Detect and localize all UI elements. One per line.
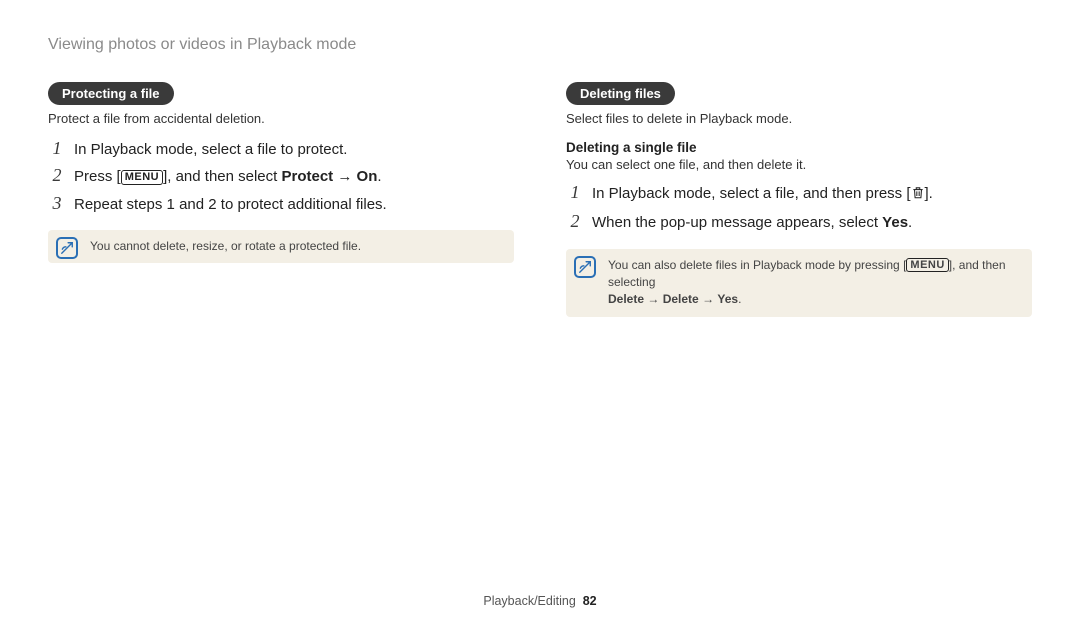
footer-page-number: 82: [583, 594, 597, 608]
protecting-file-heading: Protecting a file: [48, 82, 174, 105]
step2-arrow: →: [333, 168, 356, 185]
delete-step-1: In Playback mode, select a file, and the…: [566, 182, 1032, 207]
menu-button-icon: MENU: [121, 170, 163, 185]
step2-on-bold: On: [357, 168, 378, 185]
del-note-boldA: Delete: [608, 292, 644, 306]
deleting-files-heading: Deleting files: [566, 82, 675, 105]
protect-step-1: In Playback mode, select a file to prote…: [48, 138, 514, 161]
step2-post: .: [377, 168, 381, 185]
left-column: Protecting a file Protect a file from ac…: [48, 82, 514, 317]
step2-protect-bold: Protect: [282, 168, 334, 185]
del-note-pre: You can also delete files in Playback mo…: [608, 258, 906, 272]
trash-icon: [911, 184, 925, 207]
del-note-arrow2: →: [699, 292, 718, 306]
delete-note: You can also delete files in Playback mo…: [566, 249, 1032, 317]
del-step1-post: ].: [925, 185, 933, 202]
protect-step-2: Press [MENU], and then select Protect → …: [48, 165, 514, 188]
del-note-boldB: Delete: [663, 292, 699, 306]
del-note-boldC: Yes: [717, 292, 738, 306]
delete-steps: In Playback mode, select a file, and the…: [566, 182, 1032, 235]
protect-note: You cannot delete, resize, or rotate a p…: [48, 230, 514, 263]
delete-step-2: When the pop-up message appears, select …: [566, 211, 1032, 234]
del-note-post: .: [738, 292, 741, 306]
deleting-single-lead: You can select one file, and then delete…: [566, 157, 1032, 172]
menu-button-icon: MENU: [906, 258, 948, 273]
note-icon: [574, 256, 596, 278]
protect-note-text: You cannot delete, resize, or rotate a p…: [90, 239, 361, 253]
step2-pre: Press [: [74, 168, 121, 185]
page-title: Viewing photos or videos in Playback mod…: [48, 36, 1032, 54]
footer-section: Playback/Editing: [483, 594, 575, 608]
note-icon: [56, 237, 78, 259]
deleting-files-lead: Select files to delete in Playback mode.: [566, 111, 1032, 126]
content-columns: Protecting a file Protect a file from ac…: [48, 82, 1032, 317]
protect-steps: In Playback mode, select a file to prote…: [48, 138, 514, 216]
protect-step-3: Repeat steps 1 and 2 to protect addition…: [48, 193, 514, 216]
page-footer: Playback/Editing 82: [0, 594, 1080, 608]
right-column: Deleting files Select files to delete in…: [566, 82, 1032, 317]
del-step2-yes: Yes: [882, 214, 908, 231]
deleting-single-subheading: Deleting a single file: [566, 140, 1032, 155]
del-note-arrow1: →: [644, 292, 663, 306]
del-step2-pre: When the pop-up message appears, select: [592, 214, 882, 231]
protecting-file-lead: Protect a file from accidental deletion.: [48, 111, 514, 126]
del-step1-pre: In Playback mode, select a file, and the…: [592, 185, 911, 202]
step2-mid: ], and then select: [163, 168, 281, 185]
del-step2-post: .: [908, 214, 912, 231]
